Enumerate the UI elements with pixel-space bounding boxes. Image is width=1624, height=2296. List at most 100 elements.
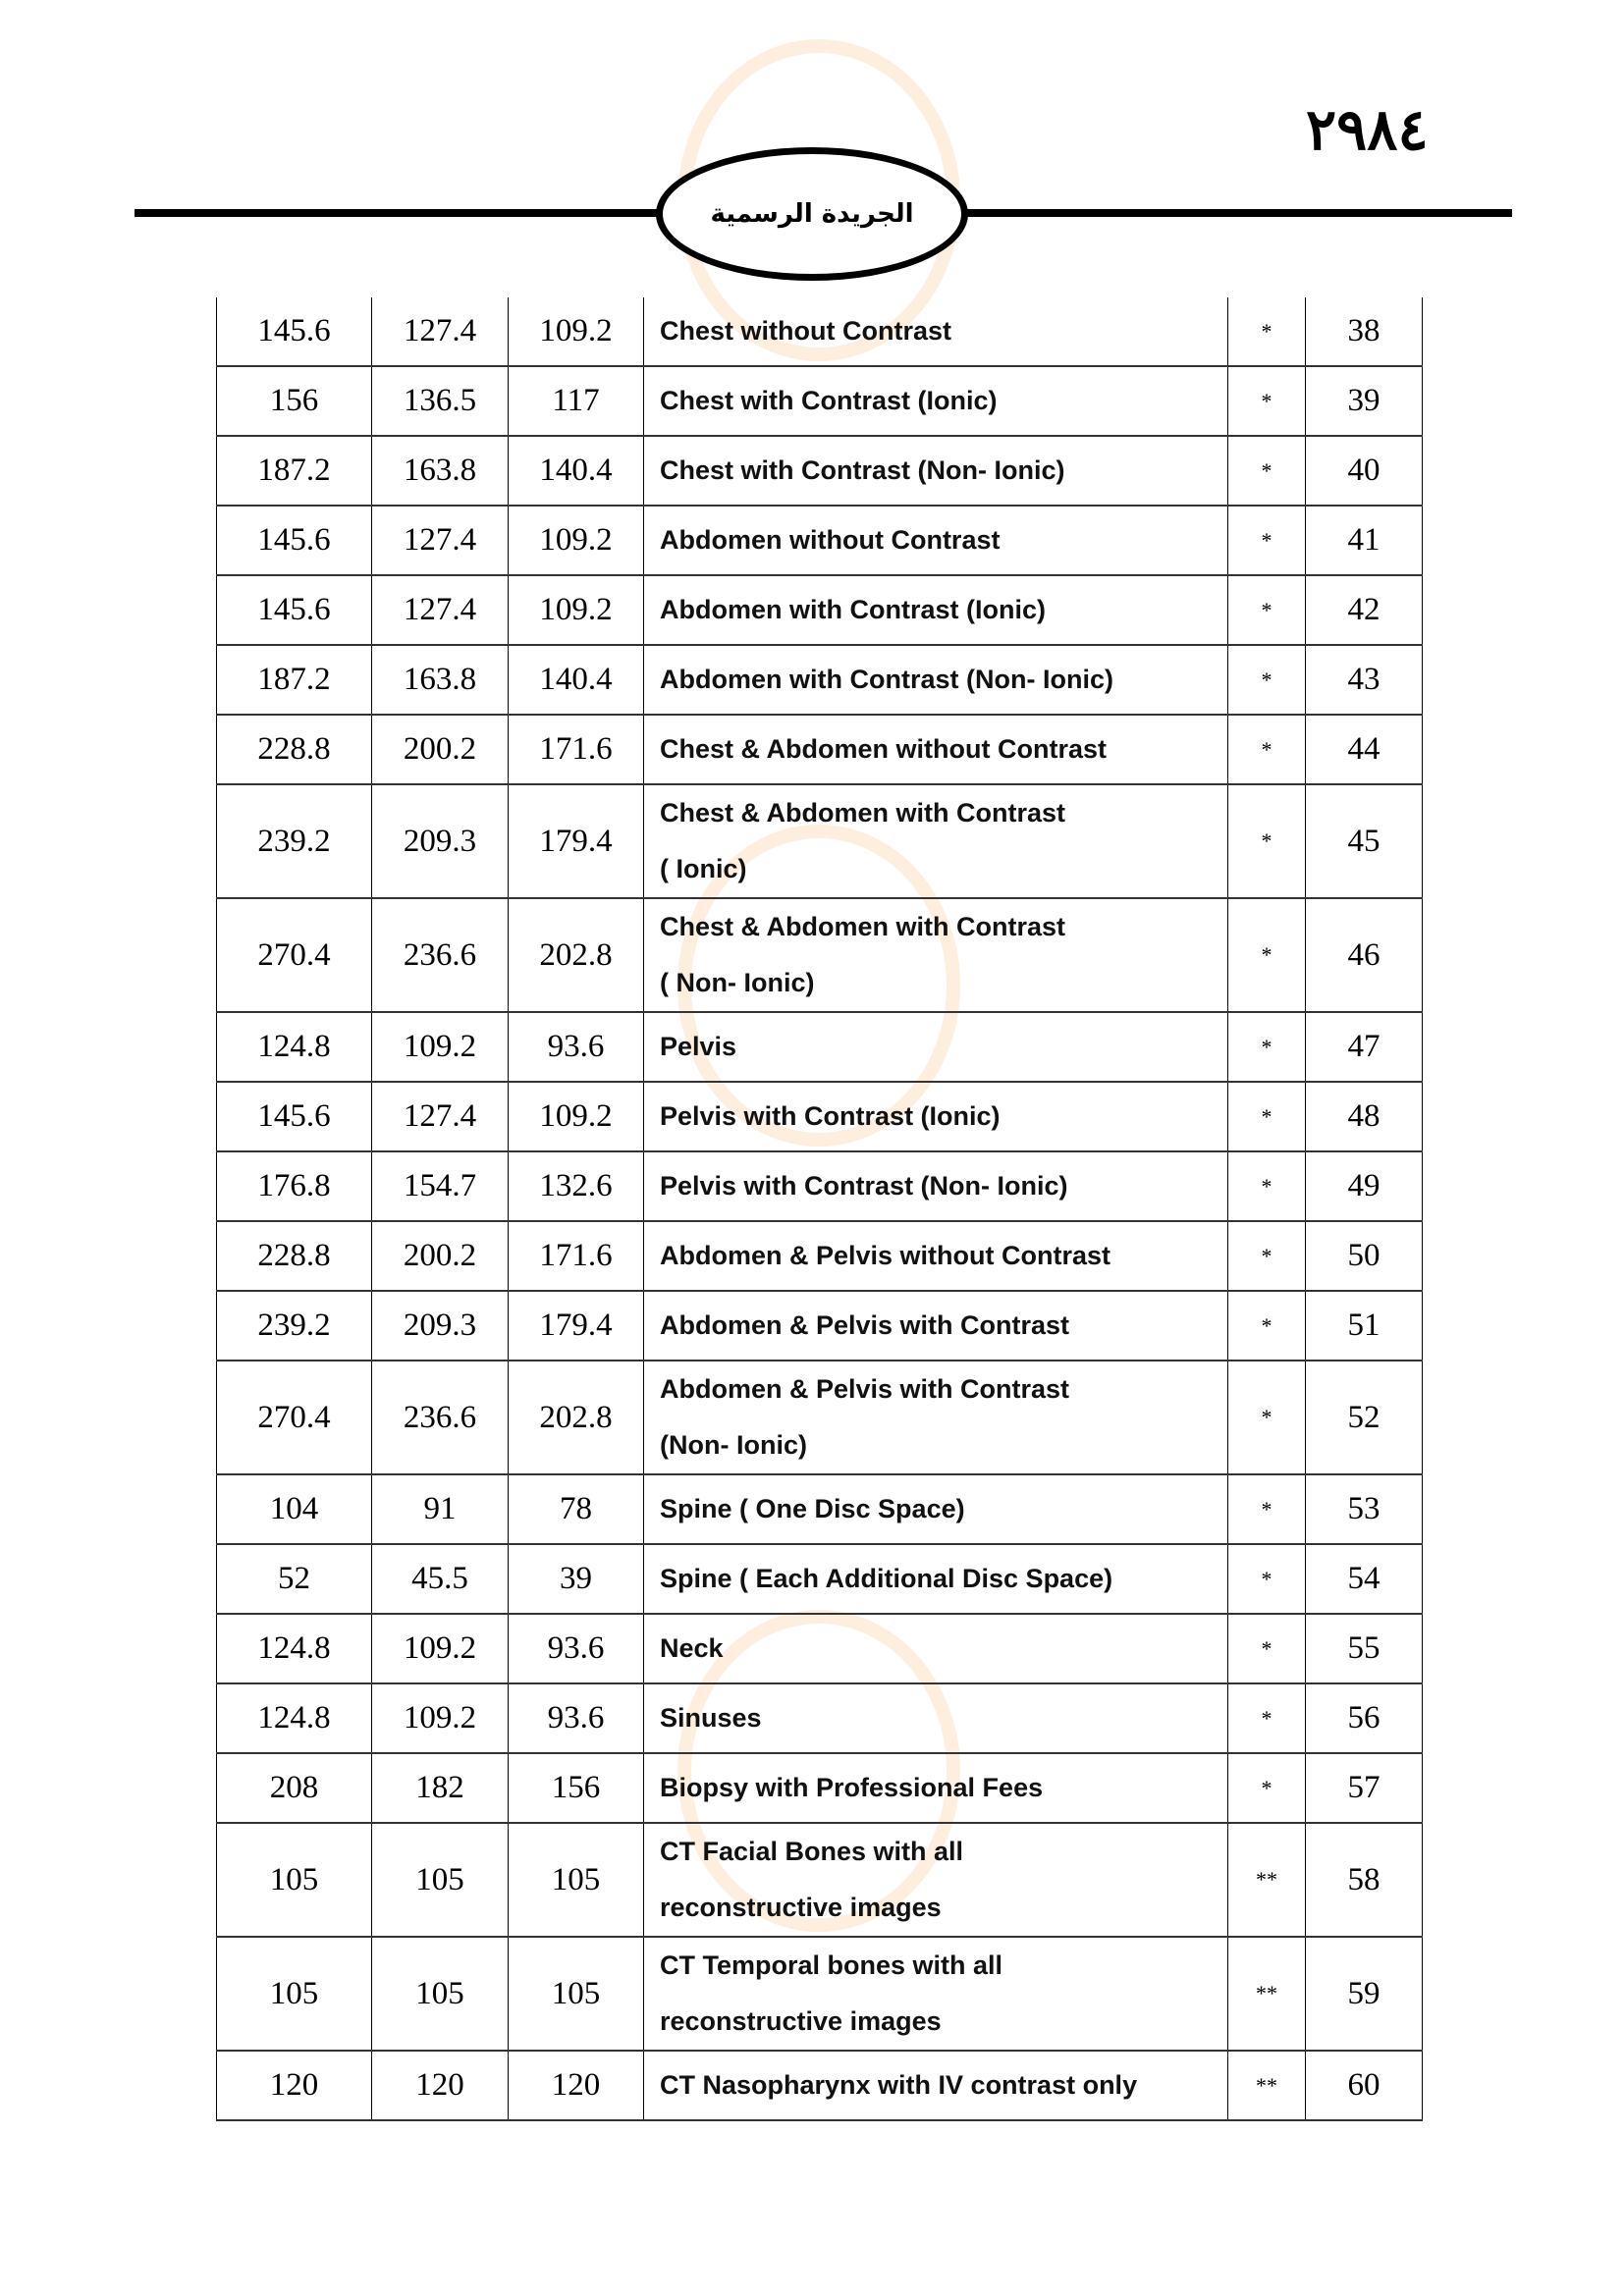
table-row: 124.8 109.2 93.6 Neck * 55	[216, 1614, 1423, 1684]
item-number: 60	[1305, 2051, 1423, 2121]
item-number: 54	[1305, 1544, 1423, 1615]
procedure-description: Biopsy with Professional Fees	[643, 1753, 1228, 1824]
price-col-2: 154.7	[371, 1151, 509, 1222]
category-mark: *	[1227, 297, 1306, 367]
price-col-1: 105	[216, 1937, 372, 2052]
price-col-3: 105	[508, 1823, 644, 1938]
table-row: 145.6 127.4 109.2 Pelvis with Contrast (Ion…	[216, 1082, 1423, 1152]
price-col-2: 127.4	[371, 506, 509, 576]
item-number: 43	[1305, 645, 1423, 716]
price-col-3: 93.6	[508, 1614, 644, 1684]
category-mark: *	[1227, 366, 1306, 437]
category-mark: *	[1227, 1291, 1306, 1362]
table-row: 124.8 109.2 93.6 Sinuses * 56	[216, 1683, 1423, 1754]
procedure-description: Chest with Contrast (Non- Ionic)	[643, 436, 1228, 507]
procedure-description: Abdomen & Pelvis with Contrast	[643, 1291, 1228, 1362]
fees-table: 145.6 127.4 109.2 Chest without Contrast * 38…	[216, 297, 1423, 2121]
price-col-3: 140.4	[508, 436, 644, 507]
price-col-2: 236.6	[371, 898, 509, 1013]
procedure-description: Chest & Abdomen with Contrast ( Ionic)	[643, 784, 1228, 899]
price-col-1: 228.8	[216, 715, 372, 785]
price-col-1: 239.2	[216, 784, 372, 899]
procedure-description: Abdomen & Pelvis with Contrast (Non- Ion…	[643, 1361, 1228, 1475]
category-mark: *	[1227, 645, 1306, 716]
procedure-description: Spine ( Each Additional Disc Space)	[643, 1544, 1228, 1615]
price-col-2: 120	[371, 2051, 509, 2121]
item-number: 56	[1305, 1683, 1423, 1754]
category-mark: *	[1227, 1614, 1306, 1684]
category-mark: *	[1227, 506, 1306, 576]
procedure-description: Chest & Abdomen without Contrast	[643, 715, 1228, 785]
price-col-1: 270.4	[216, 898, 372, 1013]
category-mark: *	[1227, 1753, 1306, 1824]
price-col-3: 78	[508, 1474, 644, 1545]
table-row: 145.6 127.4 109.2 Abdomen without Contrast *…	[216, 506, 1423, 576]
item-number: 39	[1305, 366, 1423, 437]
price-col-3: 109.2	[508, 575, 644, 646]
price-col-2: 236.6	[371, 1361, 509, 1475]
procedure-description: Chest & Abdomen with Contrast ( Non- Ion…	[643, 898, 1228, 1013]
item-number: 46	[1305, 898, 1423, 1013]
price-col-3: 109.2	[508, 506, 644, 576]
price-col-1: 105	[216, 1823, 372, 1938]
category-mark: *	[1227, 575, 1306, 646]
table-row: 239.2 209.3 179.4 Chest & Abdomen with Cont…	[216, 784, 1423, 899]
price-col-3: 117	[508, 366, 644, 437]
table-row: 176.8 154.7 132.6 Pelvis with Contrast (Non…	[216, 1151, 1423, 1222]
table-row: 270.4 236.6 202.8 Chest & Abdomen with Cont…	[216, 898, 1423, 1013]
price-col-2: 182	[371, 1753, 509, 1824]
price-col-3: 93.6	[508, 1012, 644, 1083]
category-mark: *	[1227, 1082, 1306, 1152]
table-row: 239.2 209.3 179.4 Abdomen & Pelvis with Con…	[216, 1291, 1423, 1362]
table-row: 145.6 127.4 109.2 Abdomen with Contrast (Io…	[216, 575, 1423, 646]
price-col-1: 145.6	[216, 506, 372, 576]
price-col-1: 124.8	[216, 1012, 372, 1083]
item-number: 42	[1305, 575, 1423, 646]
price-col-3: 132.6	[508, 1151, 644, 1222]
item-number: 57	[1305, 1753, 1423, 1824]
category-mark: **	[1227, 1823, 1306, 1938]
procedure-description: Abdomen without Contrast	[643, 506, 1228, 576]
table-row: 156 136.5 117 Chest with Contrast (Ionic) * 3…	[216, 366, 1423, 437]
price-col-3: 179.4	[508, 784, 644, 899]
price-col-1: 52	[216, 1544, 372, 1615]
item-number: 49	[1305, 1151, 1423, 1222]
table-row: 124.8 109.2 93.6 Pelvis * 47	[216, 1012, 1423, 1083]
price-col-2: 200.2	[371, 1221, 509, 1292]
procedure-description: Spine ( One Disc Space)	[643, 1474, 1228, 1545]
item-number: 55	[1305, 1614, 1423, 1684]
price-col-2: 163.8	[371, 645, 509, 716]
procedure-description: Pelvis with Contrast (Non- Ionic)	[643, 1151, 1228, 1222]
category-mark: **	[1227, 1937, 1306, 2052]
price-col-3: 93.6	[508, 1683, 644, 1754]
price-col-2: 127.4	[371, 1082, 509, 1152]
item-number: 59	[1305, 1937, 1423, 2052]
category-mark: *	[1227, 715, 1306, 785]
price-col-1: 145.6	[216, 1082, 372, 1152]
table-row: 120 120 120 CT Nasopharynx with IV contrast…	[216, 2051, 1423, 2121]
item-number: 53	[1305, 1474, 1423, 1545]
procedure-description: Abdomen with Contrast (Ionic)	[643, 575, 1228, 646]
category-mark: *	[1227, 436, 1306, 507]
item-number: 40	[1305, 436, 1423, 507]
price-col-2: 136.5	[371, 366, 509, 437]
price-col-3: 109.2	[508, 297, 644, 367]
item-number: 38	[1305, 297, 1423, 367]
price-col-1: 124.8	[216, 1683, 372, 1754]
price-col-2: 105	[371, 1937, 509, 2052]
price-col-3: 171.6	[508, 715, 644, 785]
page-number: ٢٩٨٤	[1306, 96, 1429, 163]
procedure-description: CT Facial Bones with all reconstructive …	[643, 1823, 1228, 1938]
table-row: 270.4 236.6 202.8 Abdomen & Pelvis with Con…	[216, 1361, 1423, 1475]
price-col-2: 109.2	[371, 1012, 509, 1083]
gazette-title: الجريدة الرسمية	[710, 199, 914, 229]
price-col-3: 171.6	[508, 1221, 644, 1292]
price-col-2: 127.4	[371, 297, 509, 367]
price-col-3: 179.4	[508, 1291, 644, 1362]
price-col-2: 91	[371, 1474, 509, 1545]
procedure-description: Sinuses	[643, 1683, 1228, 1754]
category-mark: *	[1227, 1151, 1306, 1222]
item-number: 47	[1305, 1012, 1423, 1083]
table-row: 145.6 127.4 109.2 Chest without Contrast * 38	[216, 297, 1423, 367]
price-col-1: 270.4	[216, 1361, 372, 1475]
